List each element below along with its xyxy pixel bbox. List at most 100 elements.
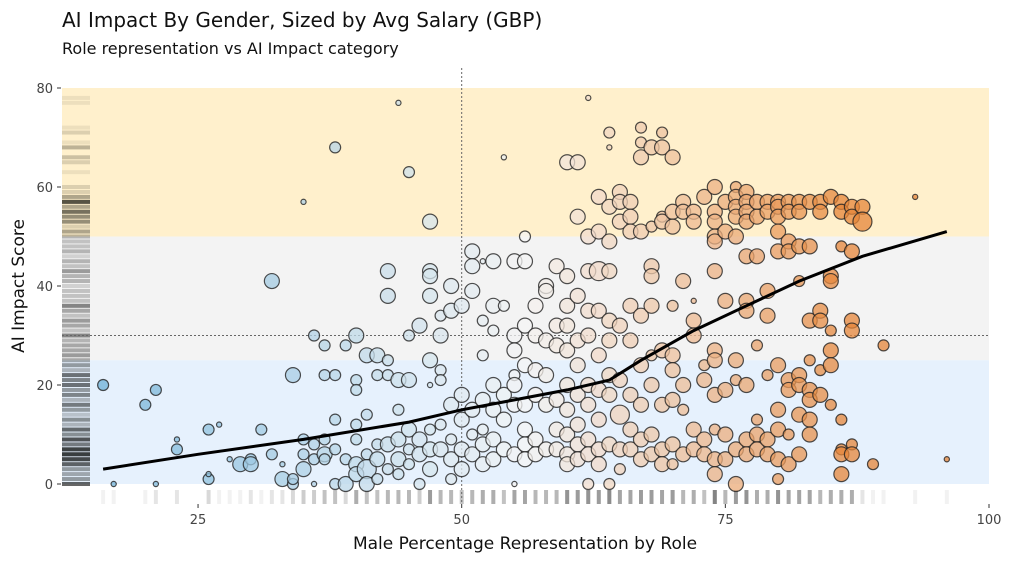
- y-rug-mark: [62, 308, 90, 313]
- x-rug-mark: [786, 490, 791, 504]
- y-rug-mark: [62, 427, 90, 432]
- x-rug-mark: [385, 490, 390, 504]
- x-rug-mark: [280, 490, 285, 504]
- x-rug-mark: [586, 490, 591, 504]
- y-rug-mark: [62, 229, 90, 234]
- y-rug-mark: [62, 224, 90, 229]
- y-rug-mark: [62, 343, 90, 348]
- chart-subtitle: Role representation vs AI Impact categor…: [62, 39, 399, 58]
- y-rug-mark: [62, 363, 90, 368]
- y-rug-mark: [62, 185, 90, 189]
- x-rug-mark: [712, 490, 717, 504]
- x-rug-mark: [660, 490, 665, 504]
- y-rug-mark: [62, 264, 90, 269]
- x-rug-mark: [617, 490, 622, 504]
- x-rug-mark: [776, 490, 781, 504]
- x-rug-mark: [406, 490, 411, 504]
- data-point: [476, 314, 489, 327]
- y-rug-mark: [62, 402, 90, 407]
- x-rug-mark: [417, 490, 422, 504]
- y-rug-mark: [62, 244, 90, 249]
- x-rug-mark: [733, 490, 738, 504]
- data-point: [215, 421, 223, 428]
- y-rug-mark: [62, 482, 90, 486]
- data-point: [390, 431, 407, 448]
- y-rug-mark: [62, 308, 90, 313]
- y-rug-mark: [62, 452, 90, 457]
- x-rug-mark: [660, 490, 665, 504]
- y-rug-mark: [62, 447, 90, 452]
- x-rug-mark: [681, 490, 686, 504]
- data-point: [675, 272, 692, 290]
- y-rug-mark: [62, 373, 90, 378]
- y-axis-ticks: 0 20 40 60 80: [36, 82, 61, 493]
- x-rug-mark: [860, 490, 865, 504]
- y-rug-mark: [62, 383, 90, 387]
- y-rug-mark: [62, 427, 90, 432]
- y-rug-mark: [62, 363, 90, 368]
- data-point: [152, 480, 160, 488]
- y-rug-mark: [62, 100, 90, 105]
- data-point: [666, 299, 679, 312]
- y-rug-mark: [62, 348, 90, 353]
- x-rug-mark: [818, 490, 823, 504]
- x-rug-mark: [660, 490, 665, 504]
- data-point: [717, 451, 734, 468]
- x-rug-mark: [649, 490, 654, 504]
- x-rug-mark: [617, 490, 622, 504]
- data-point: [622, 332, 639, 349]
- x-rug-mark: [322, 490, 327, 504]
- data-point: [307, 329, 321, 342]
- x-rug-mark: [428, 490, 433, 504]
- y-rug-mark: [62, 234, 90, 239]
- y-rug-mark: [62, 422, 90, 427]
- y-rug-mark: [62, 447, 90, 452]
- x-rug-mark: [660, 490, 665, 504]
- y-rug-mark: [62, 447, 90, 452]
- data-point: [402, 166, 416, 179]
- y-rug-mark: [62, 383, 90, 387]
- x-rug-mark: [449, 490, 454, 504]
- x-rug-mark: [385, 490, 390, 504]
- y-rug-mark: [62, 338, 90, 343]
- y-rug-mark: [62, 437, 90, 442]
- y-rug-mark: [62, 477, 90, 482]
- y-rug-mark: [62, 447, 90, 452]
- x-rug-mark: [638, 490, 643, 504]
- data-point: [771, 472, 785, 486]
- x-rug-mark: [776, 490, 781, 504]
- y-rug-mark: [62, 442, 90, 447]
- data-point: [632, 149, 650, 166]
- y-rug-mark: [62, 477, 90, 482]
- x-rug-mark: [797, 490, 802, 504]
- y-rug-mark: [62, 452, 90, 457]
- data-point: [706, 178, 723, 196]
- y-rug-mark: [62, 338, 90, 343]
- x-rug-mark: [617, 490, 622, 504]
- y-rug-mark: [62, 204, 90, 209]
- x-rug-mark: [491, 490, 496, 504]
- data-point: [400, 371, 418, 389]
- y-rug-mark: [62, 452, 90, 457]
- data-point: [350, 383, 363, 397]
- y-rug-mark: [62, 417, 90, 422]
- y-rug-mark: [62, 412, 90, 417]
- y-rug-mark: [62, 308, 90, 313]
- x-rug-mark: [522, 490, 527, 504]
- y-rug-mark: [62, 407, 90, 412]
- data-point: [569, 357, 586, 374]
- x-rug-mark: [217, 490, 222, 504]
- x-rug-mark: [807, 490, 812, 504]
- x-rug-mark: [818, 490, 823, 504]
- y-rug-mark: [62, 407, 90, 412]
- y-tick-label: 80: [36, 82, 53, 97]
- y-rug-mark: [62, 457, 90, 462]
- y-rug-mark: [62, 155, 90, 160]
- y-rug-mark: [62, 378, 90, 383]
- y-rug-mark: [62, 412, 90, 417]
- data-point: [943, 456, 951, 463]
- data-point: [569, 208, 586, 225]
- y-rug-mark: [62, 427, 90, 432]
- y-rug-mark: [62, 318, 90, 323]
- data-point: [696, 431, 713, 448]
